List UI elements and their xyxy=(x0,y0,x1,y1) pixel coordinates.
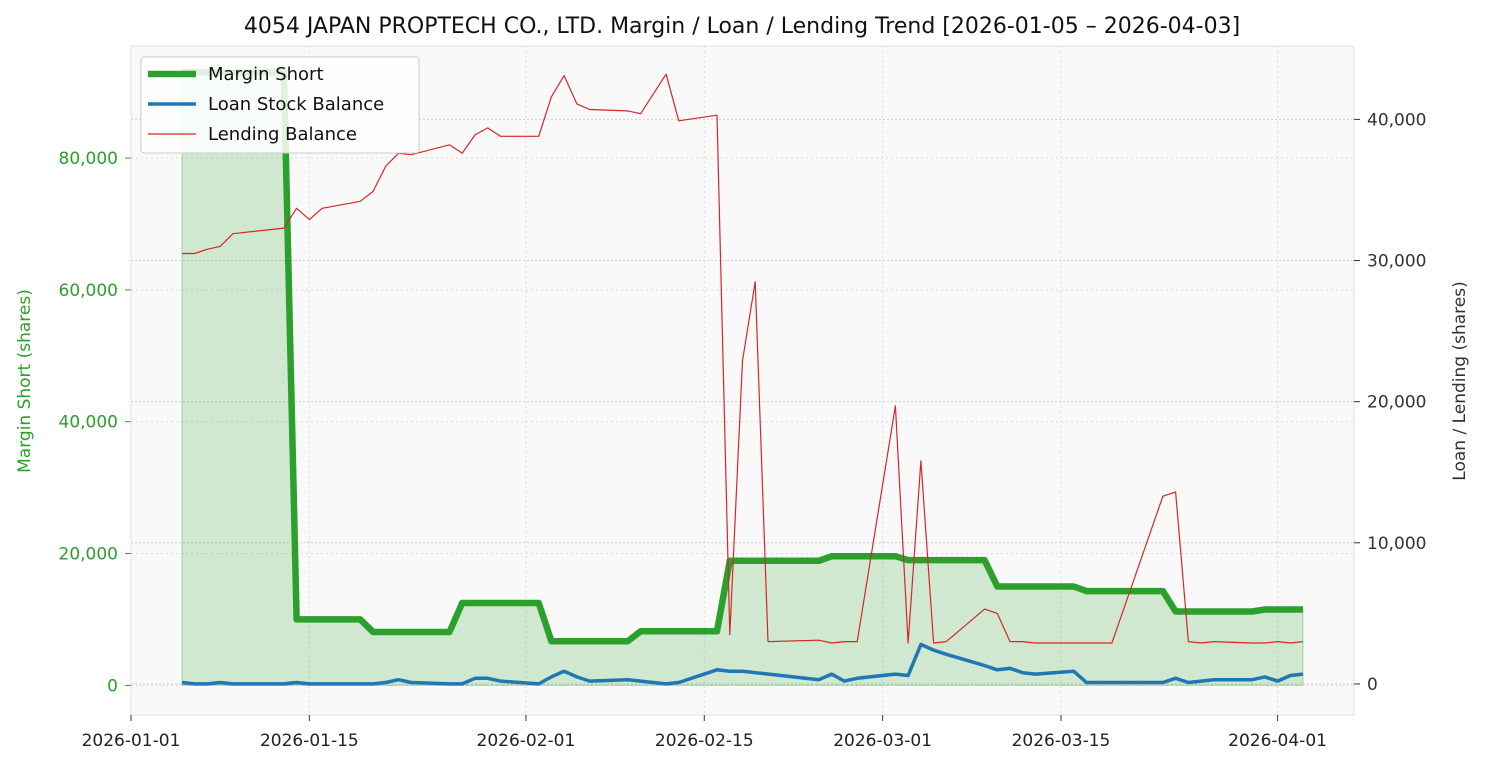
right-tick-label: 20,000 xyxy=(1367,393,1426,413)
right-axis-label: Loan / Lending (shares) xyxy=(1450,281,1470,480)
legend: Margin Short Loan Stock Balance Lending Ba… xyxy=(140,56,420,154)
right-tick-label: 40,000 xyxy=(1367,110,1426,130)
series-lines xyxy=(181,69,1304,686)
legend-label-margin-short: Margin Short xyxy=(208,64,324,85)
axes: 2026-01-01 2026-01-15 2026-02-01 2026-02-15… xyxy=(59,110,1427,751)
right-tick-label: 10,000 xyxy=(1367,534,1426,554)
legend-label-lending-balance: Lending Balance xyxy=(208,124,357,145)
x-tick-label: 2026-02-01 xyxy=(477,731,576,751)
plot-background xyxy=(131,46,1354,715)
left-tick-label: 80,000 xyxy=(59,149,118,169)
lending-balance-line xyxy=(182,73,1304,644)
x-tick-label: 2026-03-15 xyxy=(1012,731,1111,751)
chart-title: 4054 JAPAN PROPTECH CO., LTD. Margin / L… xyxy=(244,14,1240,39)
legend-label-loan-stock-balance: Loan Stock Balance xyxy=(208,94,384,115)
x-tick-label: 2026-04-01 xyxy=(1228,731,1327,751)
legend-box xyxy=(140,56,420,154)
loan-stock-balance-line xyxy=(181,642,1304,686)
left-tick-label: 0 xyxy=(107,676,118,696)
left-tick-label: 40,000 xyxy=(59,413,118,433)
x-tick-label: 2026-01-01 xyxy=(82,731,181,751)
x-tick-label: 2026-03-01 xyxy=(833,731,932,751)
plot-frame xyxy=(130,45,1355,716)
left-tick-label: 20,000 xyxy=(59,545,118,565)
x-tick-label: 2026-01-15 xyxy=(260,731,359,751)
margin-short-line xyxy=(182,69,1303,645)
left-axis-label: Margin Short (shares) xyxy=(15,289,35,473)
x-tick-label: 2026-02-15 xyxy=(655,731,754,751)
right-tick-label: 0 xyxy=(1367,675,1378,695)
right-tick-label: 30,000 xyxy=(1367,252,1426,272)
left-tick-label: 60,000 xyxy=(59,281,118,301)
